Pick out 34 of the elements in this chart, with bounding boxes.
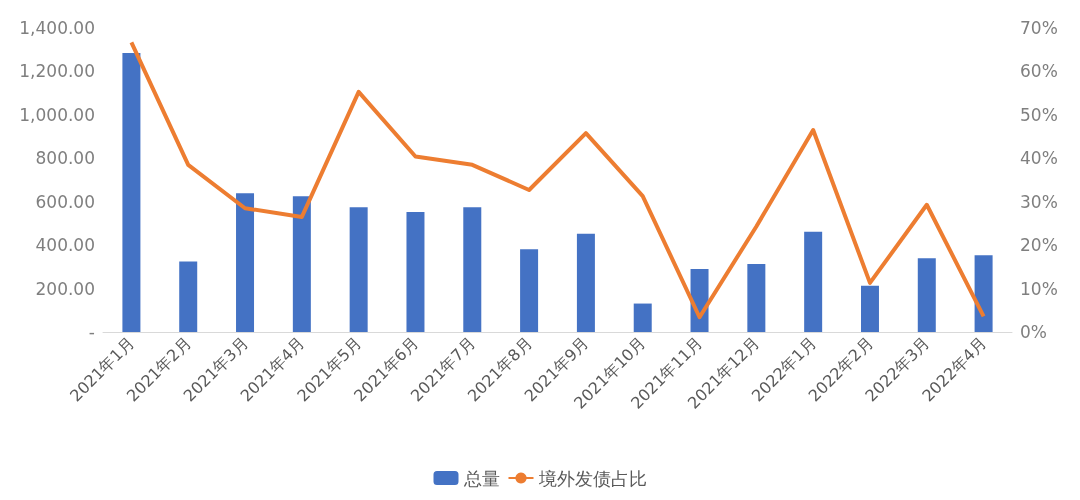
y-tick-label: 1,000.00: [19, 104, 95, 125]
legend-label: 总量: [462, 467, 500, 489]
bar: [804, 231, 823, 332]
bar: [576, 233, 595, 332]
bar: [122, 52, 141, 332]
bar: [917, 258, 936, 332]
y2-tick-label: 0%: [1020, 322, 1047, 342]
y2-tick-label: 30%: [1020, 191, 1058, 212]
bar: [747, 264, 766, 332]
y-tick-label: 800.00: [35, 148, 95, 169]
bar: [349, 207, 368, 332]
bar: [974, 255, 993, 332]
y-tick-label: 200.00: [35, 278, 95, 299]
y2-tick-label: 40%: [1020, 148, 1058, 169]
y-tick-label: -: [88, 322, 95, 342]
y2-tick-label: 10%: [1020, 278, 1058, 299]
y2-tick-label: 70%: [1020, 18, 1058, 38]
bar: [860, 285, 879, 332]
bar: [236, 193, 255, 332]
y-tick-label: 600.00: [35, 191, 95, 212]
bar: [292, 196, 311, 332]
y-tick-label: 1,200.00: [19, 61, 95, 82]
line-series: [129, 40, 986, 320]
bar: [406, 211, 425, 332]
y2-tick-label: 60%: [1020, 61, 1058, 82]
bar: [463, 207, 482, 332]
bar: [633, 303, 652, 332]
y-tick-label: 400.00: [35, 235, 95, 256]
y-tick-label: 1,400.00: [19, 18, 95, 38]
legend-label: 境外发债占比: [537, 467, 647, 489]
y2-tick-label: 50%: [1020, 104, 1058, 125]
bar: [520, 249, 539, 332]
bar: [179, 261, 198, 332]
y2-tick-label: 20%: [1020, 235, 1058, 256]
